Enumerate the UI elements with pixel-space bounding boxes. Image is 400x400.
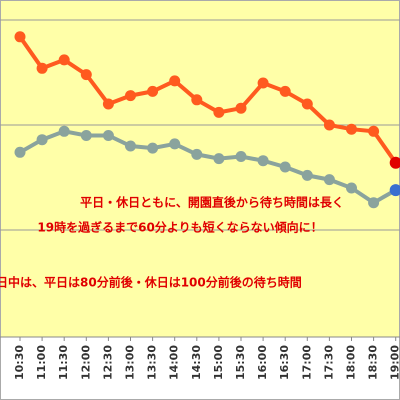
- point: [80, 130, 92, 141]
- annotation: 日中は、平日は80分前後・休日は100分前後の待ち時間: [0, 275, 302, 290]
- point: [346, 182, 357, 194]
- point: [102, 130, 114, 141]
- point: [58, 125, 70, 137]
- point: [169, 75, 181, 87]
- point: [36, 134, 48, 146]
- point: [389, 156, 400, 169]
- point: [279, 161, 291, 173]
- point: [323, 174, 335, 186]
- point: [36, 62, 48, 74]
- point: [346, 123, 357, 135]
- point: [80, 69, 92, 81]
- point: [301, 169, 313, 181]
- x-tick-label: 12:00: [79, 345, 92, 380]
- point: [279, 85, 291, 97]
- point: [389, 184, 400, 197]
- annotation: 19時を過ぎるまで60分よりも短くならない傾向に！: [37, 220, 322, 235]
- point: [102, 98, 114, 110]
- x-tick-label: 13:30: [146, 345, 159, 380]
- point: [191, 148, 203, 160]
- point: [301, 98, 313, 110]
- point: [147, 85, 159, 97]
- x-tick-label: 17:00: [300, 345, 313, 380]
- x-tick-label: 11:00: [35, 345, 48, 380]
- point: [235, 102, 247, 114]
- point: [125, 140, 136, 152]
- x-tick-label: 12:30: [101, 345, 114, 380]
- x-tick-label: 19:00: [389, 345, 400, 380]
- point: [213, 153, 225, 165]
- x-tick-label: 11:30: [57, 345, 70, 380]
- point: [368, 197, 380, 209]
- x-tick-label: 15:00: [212, 345, 225, 380]
- point: [191, 94, 203, 106]
- point: [368, 125, 380, 137]
- x-tick-label: 15:30: [234, 345, 247, 380]
- x-tick-label: 14:30: [190, 345, 203, 380]
- x-tick-label: 18:30: [367, 345, 380, 380]
- point: [235, 151, 247, 162]
- x-tick-label: 18:00: [345, 345, 358, 380]
- point: [58, 54, 70, 66]
- point: [14, 146, 26, 158]
- x-tick-label: 16:00: [256, 345, 269, 380]
- x-tick-label: 16:30: [278, 345, 291, 380]
- x-tick-label: 10:30: [13, 345, 26, 380]
- x-tick-label: 14:00: [168, 345, 181, 380]
- point: [169, 138, 181, 150]
- point: [323, 119, 335, 131]
- point: [147, 142, 159, 154]
- point: [213, 106, 225, 118]
- point: [257, 155, 269, 167]
- x-tick-label: 17:30: [322, 345, 335, 380]
- point: [257, 77, 269, 89]
- x-tick-label: 13:00: [124, 345, 137, 380]
- point: [125, 90, 136, 102]
- annotation: 平日・休日ともに、開園直後から待ち時間は長く: [80, 195, 344, 210]
- point: [14, 31, 26, 43]
